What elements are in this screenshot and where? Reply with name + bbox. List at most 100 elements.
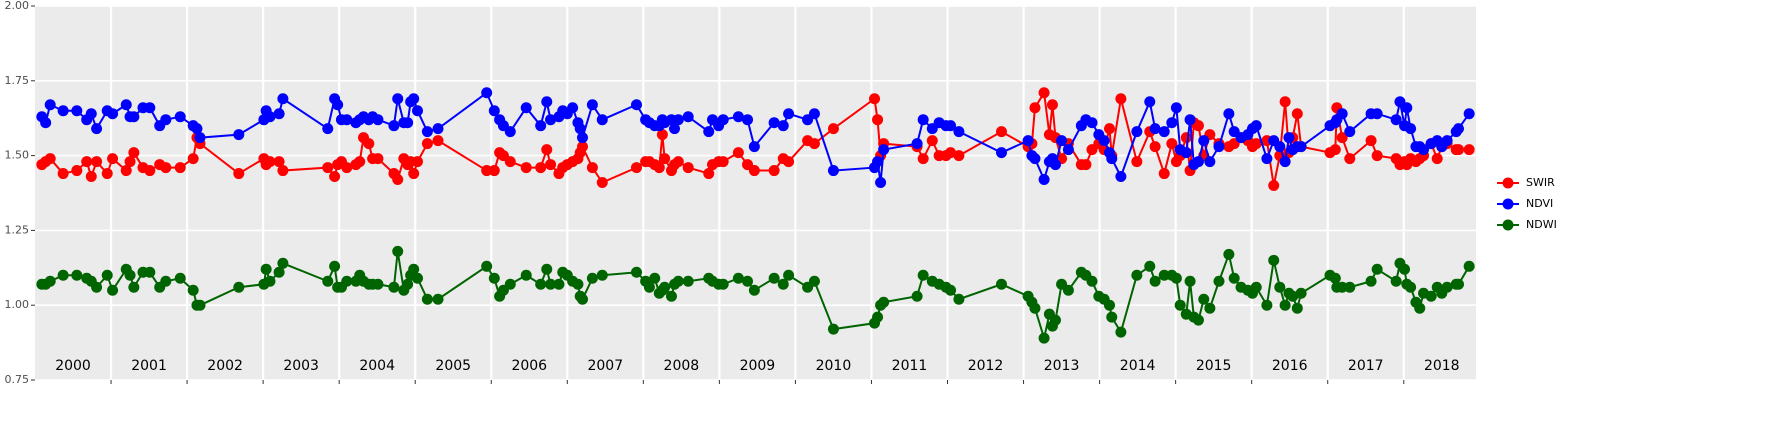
year-label: 2011 — [892, 358, 928, 374]
point — [421, 293, 433, 305]
point — [643, 281, 655, 293]
point — [541, 96, 553, 108]
point — [535, 162, 547, 174]
point — [194, 299, 206, 311]
year-label: 2008 — [664, 358, 700, 374]
point — [1279, 156, 1291, 168]
point — [408, 263, 420, 275]
point — [545, 159, 557, 171]
point — [1158, 126, 1170, 138]
point — [1115, 326, 1127, 338]
point — [545, 114, 557, 126]
point — [1184, 275, 1196, 287]
point — [1180, 147, 1192, 159]
point — [1131, 126, 1143, 138]
point — [128, 281, 140, 293]
point — [101, 168, 113, 180]
point — [748, 284, 760, 296]
point — [1080, 159, 1092, 171]
point — [421, 138, 433, 150]
point — [732, 147, 744, 159]
point — [504, 156, 516, 168]
point — [577, 293, 589, 305]
point — [717, 278, 729, 290]
point — [586, 272, 598, 284]
point — [630, 99, 642, 111]
point — [144, 165, 156, 177]
point — [57, 105, 69, 117]
point — [1279, 96, 1291, 108]
point — [264, 275, 276, 287]
point — [945, 120, 957, 132]
point — [273, 156, 285, 168]
point — [717, 114, 729, 126]
point — [411, 156, 423, 168]
year-label: 2017 — [1348, 358, 1384, 374]
point — [1441, 135, 1453, 147]
point — [277, 257, 289, 269]
point — [872, 311, 884, 323]
point — [191, 123, 203, 135]
point — [388, 281, 400, 293]
point — [128, 111, 140, 123]
point — [1441, 281, 1453, 293]
panel — [35, 6, 1476, 380]
point — [1038, 87, 1050, 99]
point — [742, 275, 754, 287]
year-label: 2006 — [511, 358, 547, 374]
year-label: 2013 — [1044, 358, 1080, 374]
point — [91, 281, 103, 293]
point — [1170, 102, 1182, 114]
point — [1291, 302, 1303, 314]
point — [421, 126, 433, 138]
point — [341, 114, 353, 126]
point — [432, 293, 444, 305]
point — [91, 156, 103, 168]
point — [1198, 293, 1210, 305]
point — [1213, 275, 1225, 287]
point — [107, 284, 119, 296]
year-label: 2009 — [740, 358, 776, 374]
point — [783, 269, 795, 281]
point — [586, 162, 598, 174]
point — [748, 165, 760, 177]
point — [1158, 269, 1170, 281]
point — [174, 272, 186, 284]
point — [1365, 135, 1377, 147]
point — [783, 108, 795, 120]
point — [1106, 311, 1118, 323]
point — [520, 162, 532, 174]
point — [481, 165, 493, 177]
point — [783, 156, 795, 168]
point — [341, 162, 353, 174]
point — [187, 284, 199, 296]
point — [1166, 117, 1178, 129]
point — [44, 275, 56, 287]
point — [402, 117, 414, 129]
point — [1399, 263, 1411, 275]
point — [332, 99, 344, 111]
point — [768, 165, 780, 177]
point — [273, 108, 285, 120]
point — [174, 162, 186, 174]
point — [659, 281, 671, 293]
point — [1453, 144, 1465, 156]
point — [233, 168, 245, 180]
point — [408, 93, 420, 105]
point — [1144, 260, 1156, 272]
point — [1223, 248, 1235, 260]
point — [264, 111, 276, 123]
point — [1029, 102, 1041, 114]
point — [1103, 123, 1115, 135]
point — [264, 156, 276, 168]
point — [392, 174, 404, 186]
point — [1344, 126, 1356, 138]
point — [1174, 299, 1186, 311]
point — [1336, 281, 1348, 293]
y-tick-label: 1.75 — [5, 74, 30, 87]
point — [808, 138, 820, 150]
point — [411, 272, 423, 284]
point — [1149, 275, 1161, 287]
point — [372, 114, 384, 126]
point — [329, 260, 341, 272]
